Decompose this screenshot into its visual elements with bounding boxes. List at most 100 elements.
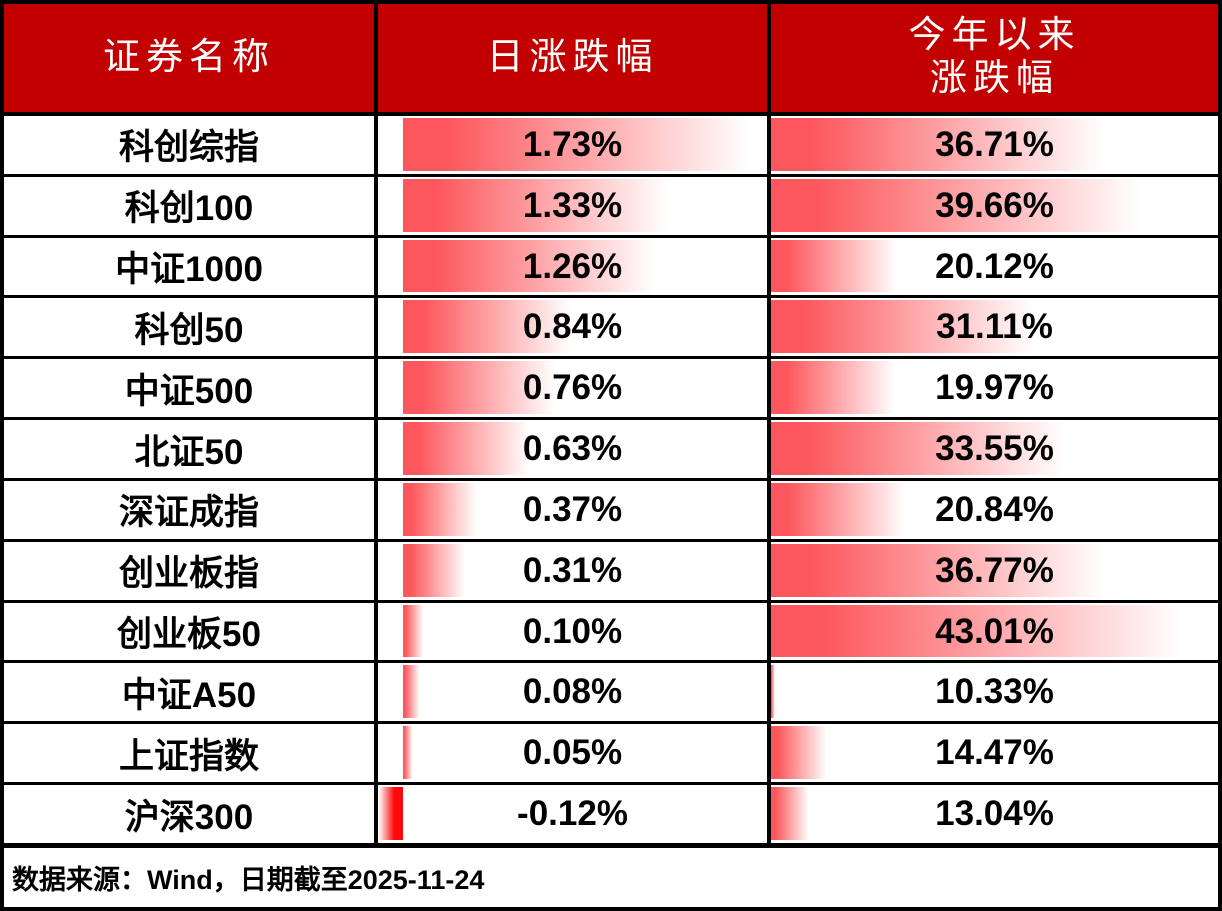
ytd-change-value: 31.11%: [936, 307, 1053, 347]
table-row: 创业板指 0.31% 36.77%: [4, 541, 1218, 603]
table-row: 中证1000 1.26% 20.12%: [4, 237, 1218, 299]
daily-change-databar: [403, 422, 533, 475]
daily-change-value: 0.10%: [522, 611, 623, 651]
security-name-cell: 沪深300: [4, 785, 378, 843]
daily-change-value: 0.76%: [522, 368, 623, 408]
ytd-change-value: 36.77%: [935, 550, 1054, 590]
daily-change-databar: [403, 665, 420, 719]
daily-change-cell: 0.08%: [378, 663, 771, 722]
ytd-change-cell: 10.33%: [771, 663, 1218, 721]
daily-change-value: 1.73%: [522, 124, 623, 164]
daily-change-cell: 1.26%: [378, 237, 771, 296]
table-row: 沪深300 -0.12% 13.04%: [4, 785, 1218, 843]
ytd-change-cell: 33.55%: [771, 420, 1218, 478]
daily-change-value: 0.05%: [522, 733, 623, 773]
security-name: 深证成指: [118, 493, 259, 533]
daily-change-value: 1.33%: [522, 185, 623, 225]
security-name-cell: 深证成指: [4, 480, 378, 539]
daily-change-value: 0.31%: [522, 550, 623, 590]
ytd-change-cell: 14.47%: [771, 724, 1218, 782]
header-ytd-change-line2: 涨跌幅: [930, 58, 1059, 99]
ytd-change-cell: 39.66%: [771, 177, 1218, 235]
ytd-change-databar: [771, 726, 829, 780]
security-name-cell: 中证A50: [4, 663, 378, 722]
ytd-change-databar: [771, 239, 901, 293]
table-row: 科创综指 1.73% 36.71%: [4, 116, 1218, 177]
table-row: 中证500 0.76% 19.97%: [4, 359, 1218, 421]
daily-change-databar: [403, 604, 424, 658]
ytd-change-cell: 20.12%: [771, 238, 1218, 296]
ytd-change-cell: 31.11%: [771, 298, 1218, 356]
security-name: 沪深300: [124, 797, 254, 837]
security-name: 科创综指: [118, 128, 259, 168]
table-row: 科创50 0.84% 31.11%: [4, 298, 1218, 360]
daily-change-value: 1.26%: [522, 246, 623, 286]
daily-change-value: 0.84%: [522, 307, 623, 347]
daily-change-databar: [403, 361, 560, 415]
security-name: 中证500: [124, 371, 254, 411]
daily-change-value: -0.12%: [517, 794, 628, 834]
daily-change-databar: [403, 482, 480, 536]
daily-change-databar: [403, 118, 760, 171]
security-name-cell: 创业板50: [4, 602, 378, 661]
ytd-change-cell: 36.71%: [771, 116, 1218, 174]
security-name: 上证指数: [118, 736, 259, 776]
ytd-change-databar: [771, 482, 911, 536]
security-name-cell: 中证500: [4, 359, 378, 418]
ytd-change-cell: 43.01%: [771, 603, 1218, 661]
ytd-change-databar: [771, 422, 1074, 475]
ytd-change-value: 20.84%: [935, 489, 1054, 529]
ytd-change-value: 43.01%: [935, 611, 1054, 651]
daily-change-databar: [403, 239, 663, 293]
ytd-change-databar: [771, 543, 1115, 597]
daily-change-databar: [378, 787, 403, 840]
ytd-change-value: 20.12%: [935, 246, 1054, 286]
security-name-cell: 科创100: [4, 176, 378, 235]
security-name-cell: 科创综指: [4, 116, 378, 174]
security-name-cell: 上证指数: [4, 724, 378, 783]
daily-change-cell: 0.37%: [378, 480, 771, 539]
table-row: 创业板50 0.10% 43.01%: [4, 602, 1218, 664]
daily-change-databar: [403, 543, 467, 597]
ytd-change-value: 36.71%: [935, 124, 1054, 164]
ytd-change-cell: 36.77%: [771, 542, 1218, 600]
header-daily-change-label: 日涨跌幅: [486, 36, 659, 78]
ytd-change-value: 19.97%: [935, 368, 1054, 408]
ytd-change-value: 14.47%: [935, 733, 1054, 773]
header-ytd-change-line1: 今年以来: [908, 15, 1081, 57]
security-name: 北证50: [134, 432, 244, 472]
security-name: 科创50: [134, 310, 244, 350]
security-name: 中证A50: [121, 675, 257, 715]
ytd-change-databar: [771, 300, 1043, 354]
ytd-change-databar: [771, 665, 775, 719]
daily-change-cell: 0.10%: [378, 602, 771, 661]
ytd-change-cell: 20.84%: [771, 481, 1218, 539]
daily-change-cell: 1.73%: [378, 116, 771, 174]
ytd-change-databar: [771, 604, 1195, 658]
ytd-change-value: 39.66%: [935, 185, 1054, 225]
daily-change-value: 0.37%: [522, 489, 623, 529]
ytd-change-databar: [771, 361, 899, 415]
table-body: 科创综指 1.73% 36.71% 科创100 1.33% 39.66% 中证1000 1.2…: [4, 116, 1218, 843]
daily-change-databar: [403, 178, 678, 232]
table-row: 深证成指 0.37% 20.84%: [4, 480, 1218, 542]
daily-change-value: 0.08%: [522, 672, 623, 712]
security-name-cell: 北证50: [4, 420, 378, 478]
daily-change-cell: 0.31%: [378, 541, 771, 600]
security-name: 科创100: [124, 189, 254, 229]
daily-change-cell: 0.63%: [378, 420, 771, 478]
table-row: 科创100 1.33% 39.66%: [4, 176, 1218, 238]
table-header-row: 证券名称 日涨跌幅 今年以来 涨跌幅: [4, 4, 1218, 116]
security-name: 创业板50: [117, 615, 261, 655]
table-row: 上证指数 0.05% 14.47%: [4, 724, 1218, 786]
header-security-name: 证券名称: [4, 4, 378, 112]
security-name: 中证1000: [115, 250, 263, 290]
security-name-cell: 创业板指: [4, 541, 378, 600]
source-note-row: 数据来源：Wind，日期截至2025-11-24: [4, 843, 1218, 907]
ytd-change-cell: 13.04%: [771, 785, 1218, 843]
daily-change-value: 0.63%: [522, 429, 623, 469]
source-note-text: 数据来源：Wind，日期截至2025-11-24: [12, 865, 485, 895]
daily-change-cell: 0.76%: [378, 359, 771, 418]
ytd-change-value: 10.33%: [935, 672, 1054, 712]
